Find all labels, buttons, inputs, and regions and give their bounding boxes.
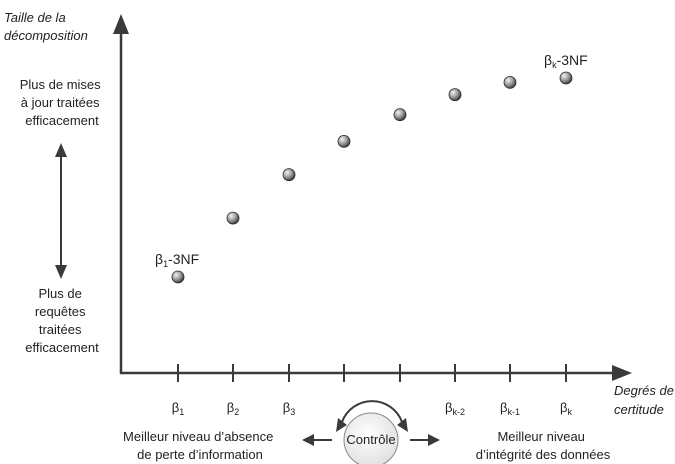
last-point-label: βk-3NF <box>544 52 588 70</box>
tick-label-7: βk-1 <box>500 400 520 417</box>
tick-label-2: β2 <box>227 400 240 417</box>
more-updates-line-3: efficacement <box>25 113 99 128</box>
y-axis-title-line-1: Taille de la <box>4 10 66 25</box>
double-arrow-head-down <box>55 265 67 279</box>
tick-label-8: βk <box>560 400 572 417</box>
tick-label-1: β1 <box>172 400 185 417</box>
last-point-label-suffix: -3NF <box>557 52 588 68</box>
tick-label-base: β <box>500 400 507 415</box>
last-point-label-base: β <box>544 52 552 68</box>
x-axis-arrowhead <box>612 365 632 381</box>
data-point-3 <box>282 168 296 182</box>
y-axis-arrowhead <box>113 14 129 34</box>
tick-label-sub: k-1 <box>507 407 520 417</box>
control-label: Contrôle <box>346 432 395 447</box>
y-axis-title-line-2: décomposition <box>4 28 88 43</box>
tick-label-sub: k-2 <box>452 407 465 417</box>
control-rotate-arc-top <box>341 400 403 423</box>
data-point-8 <box>559 71 573 85</box>
data-points <box>171 71 573 284</box>
tick-label-6: βk-2 <box>445 400 465 417</box>
double-arrow-head-up <box>55 143 67 157</box>
control-rotate-arrowhead-left <box>336 418 347 432</box>
tick-label-sub: k <box>567 407 572 417</box>
first-point-label: β1-3NF <box>155 251 199 269</box>
tick-label-base: β <box>445 400 452 415</box>
data-point-2 <box>226 211 240 225</box>
control-rotate-arrowhead-right <box>397 418 408 432</box>
x-axis-title-line-2: certitude <box>614 402 664 417</box>
data-point-5 <box>393 108 407 122</box>
control-right-arrowhead <box>428 434 440 446</box>
first-point-label-base: β <box>155 251 163 267</box>
more-queries-line-3: traitées <box>39 322 82 337</box>
control-group: Contrôle <box>302 400 440 464</box>
first-point-label-suffix: -3NF <box>168 251 199 267</box>
data-integrity-caption-line-2: d’intégrité des données <box>476 447 611 462</box>
data-integrity-caption: Meilleur niveau d’intégrité des données <box>476 429 611 462</box>
more-updates-line-1: Plus de mises <box>20 77 101 92</box>
data-integrity-caption-line-1: Meilleur niveau <box>497 429 584 444</box>
tick-label-base: β <box>172 400 179 415</box>
data-point-4 <box>337 134 351 148</box>
x-axis-ticks <box>177 364 567 382</box>
tick-label-sub: 3 <box>290 407 295 417</box>
more-queries-line-4: efficacement <box>25 340 99 355</box>
more-queries-line-2: requêtes <box>35 304 86 319</box>
x-axis-title-line-1: Degrés de <box>614 383 674 398</box>
control-left-arrowhead <box>302 434 314 446</box>
tick-label-sub: 1 <box>179 407 184 417</box>
info-loss-caption-line-2: de perte d’information <box>137 447 263 462</box>
control-circle <box>343 412 399 464</box>
info-loss-caption: Meilleur niveau d’absence de perte d’inf… <box>123 429 277 462</box>
axes <box>113 14 632 381</box>
tick-label-base: β <box>560 400 567 415</box>
more-updates-annotation: Plus de mises à jour traitées efficaceme… <box>20 77 105 128</box>
tick-label-base: β <box>283 400 290 415</box>
y-axis-title: Taille de la décomposition <box>4 10 88 43</box>
tick-label-3: β3 <box>283 400 296 417</box>
info-loss-caption-line-1: Meilleur niveau d’absence <box>123 429 273 444</box>
tick-label-sub: 2 <box>234 407 239 417</box>
last-point-label-sub: k <box>552 60 557 70</box>
data-point-7 <box>503 76 517 89</box>
x-axis-tick-labels: β1 β2 β3 βk-2 βk-1 βk <box>172 400 573 417</box>
double-arrow <box>55 143 67 279</box>
tick-label-base: β <box>227 400 234 415</box>
more-updates-line-2: à jour traitées <box>21 95 100 110</box>
data-point-6 <box>448 88 462 102</box>
first-point-label-sub: 1 <box>163 259 168 269</box>
x-axis-title: Degrés de certitude <box>614 383 675 417</box>
more-queries-line-1: Plus de <box>39 286 82 301</box>
data-point-1 <box>171 270 185 284</box>
more-queries-annotation: Plus de requêtes traitées efficacement <box>25 286 99 355</box>
